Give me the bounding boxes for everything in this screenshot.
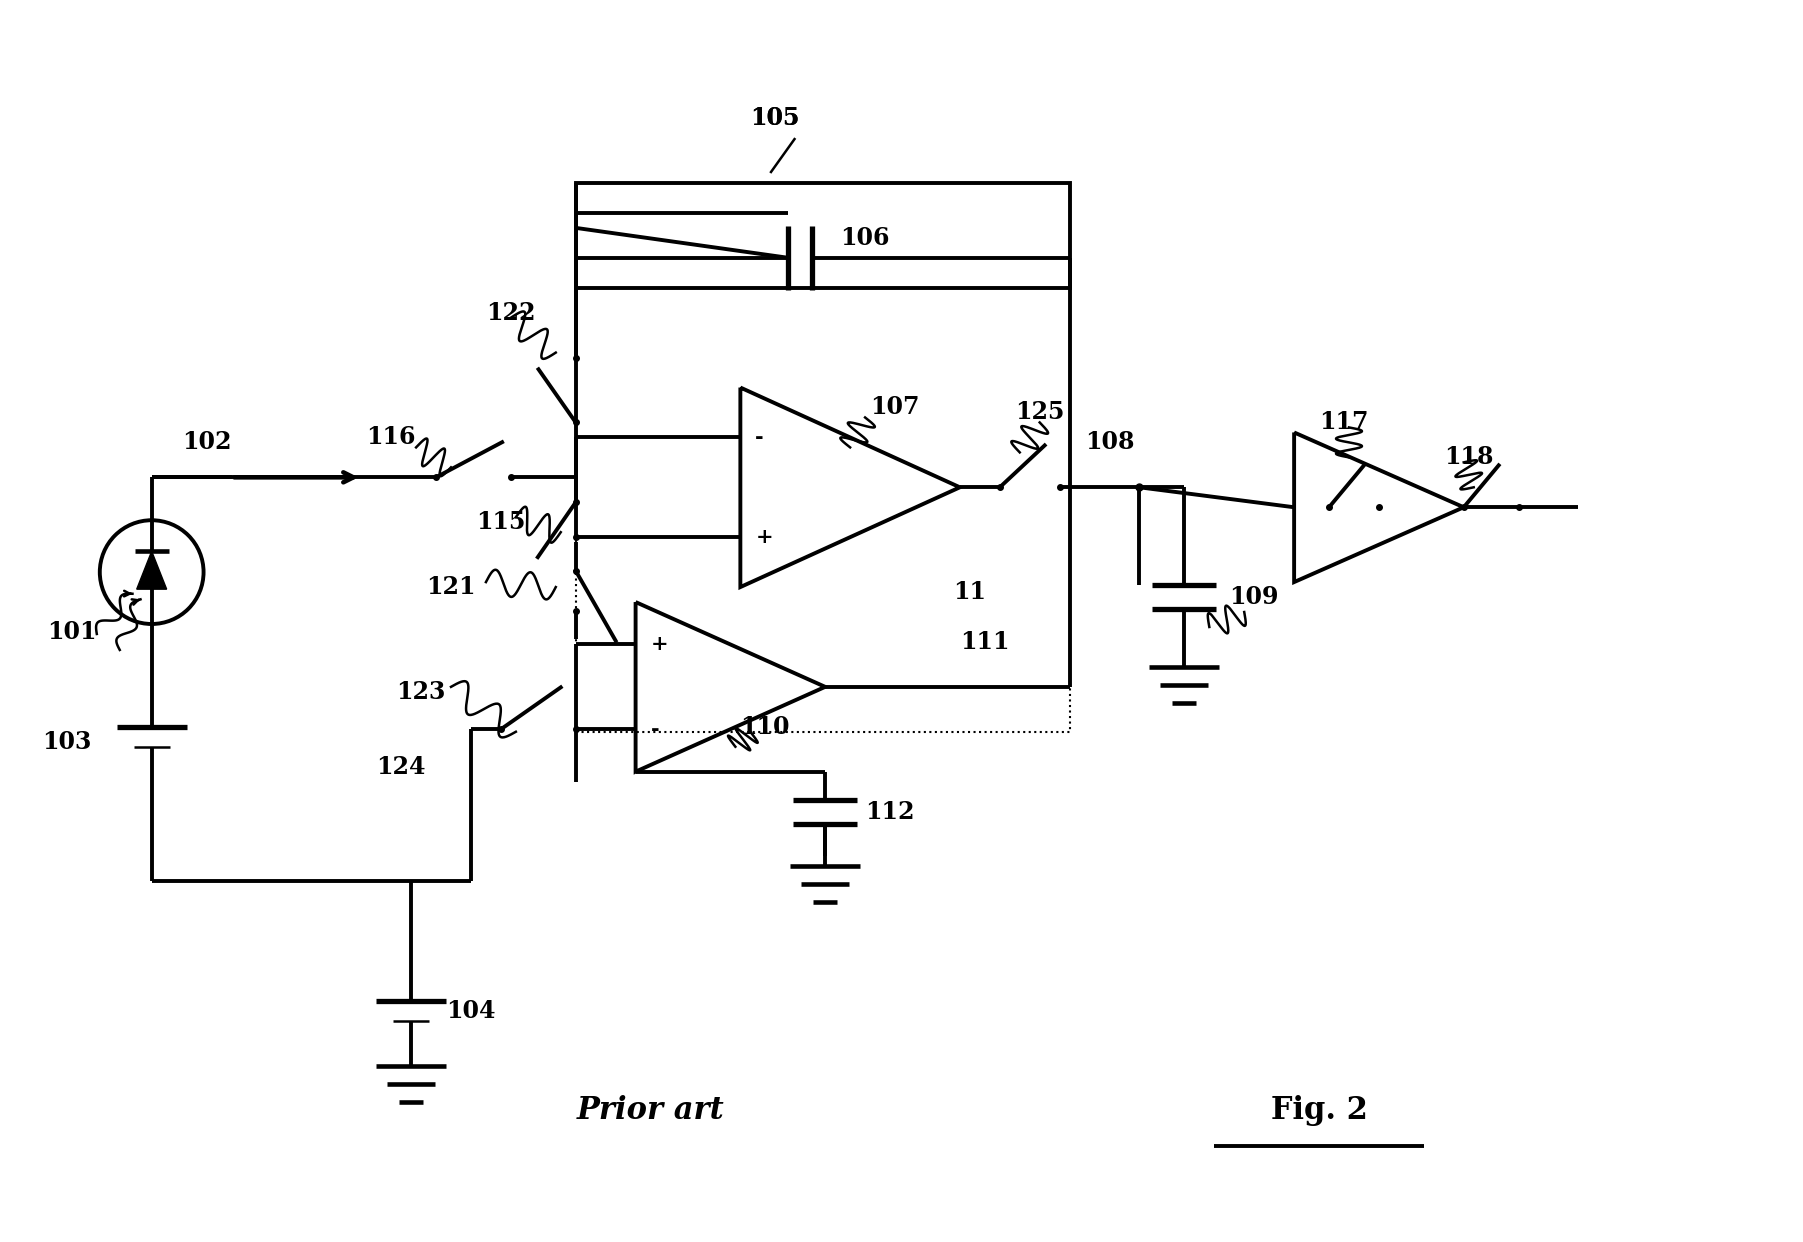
Text: 124: 124 xyxy=(377,755,426,779)
Text: 117: 117 xyxy=(1320,410,1368,435)
Text: 108: 108 xyxy=(1085,431,1134,455)
Text: 122: 122 xyxy=(487,301,535,324)
Text: 106: 106 xyxy=(840,226,891,250)
Text: 101: 101 xyxy=(47,620,97,643)
Text: 105: 105 xyxy=(750,106,801,130)
Text: 110: 110 xyxy=(741,714,790,739)
Text: -: - xyxy=(755,427,764,447)
Text: 115: 115 xyxy=(476,510,526,534)
Text: Prior art: Prior art xyxy=(577,1095,725,1126)
Text: 112: 112 xyxy=(865,800,914,823)
Text: 107: 107 xyxy=(871,395,920,420)
Text: 104: 104 xyxy=(445,999,496,1023)
Text: 11: 11 xyxy=(954,580,986,604)
Text: 123: 123 xyxy=(397,679,445,704)
Text: +: + xyxy=(651,635,669,655)
Text: 121: 121 xyxy=(426,575,476,599)
Polygon shape xyxy=(137,551,166,589)
Text: 102: 102 xyxy=(182,431,231,455)
Text: Fig. 2: Fig. 2 xyxy=(1271,1095,1367,1126)
Text: 105: 105 xyxy=(750,106,801,130)
Text: +: + xyxy=(755,527,773,548)
Text: 118: 118 xyxy=(1444,446,1493,469)
Text: 109: 109 xyxy=(1230,585,1278,609)
Text: 125: 125 xyxy=(1015,400,1064,425)
Text: 111: 111 xyxy=(959,630,1010,655)
Text: -: - xyxy=(651,719,660,739)
Text: 103: 103 xyxy=(41,730,92,754)
Text: 116: 116 xyxy=(366,426,416,450)
